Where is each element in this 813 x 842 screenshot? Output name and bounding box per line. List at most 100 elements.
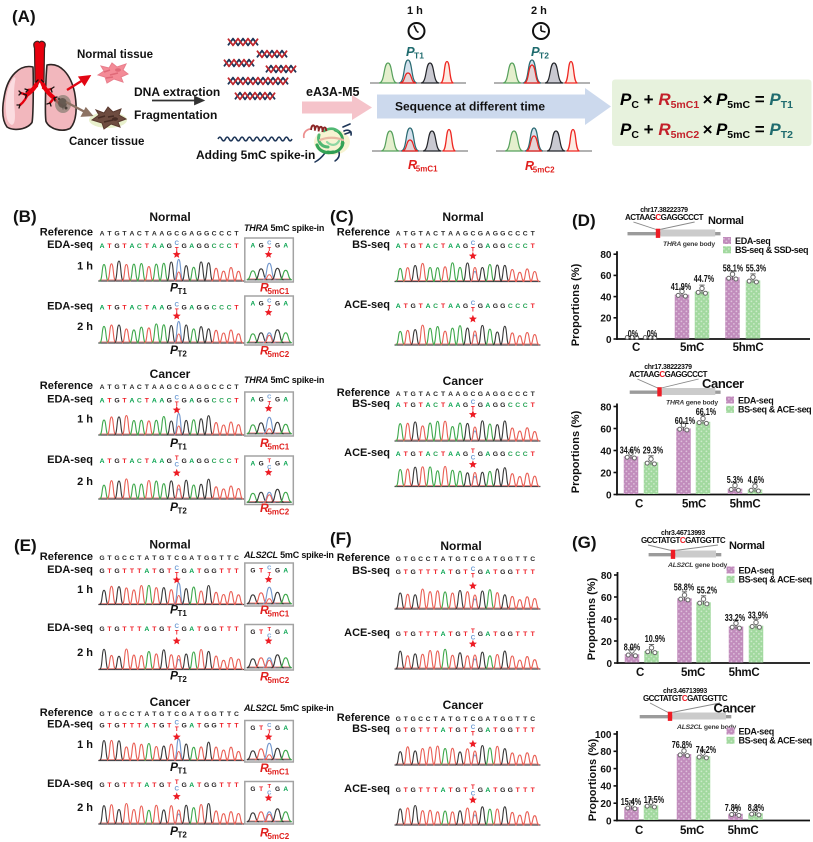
- svg-text:T: T: [145, 458, 150, 465]
- svg-text:G: G: [182, 384, 187, 391]
- svg-text:Fragmentation: Fragmentation: [134, 108, 217, 122]
- svg-text:T: T: [167, 568, 172, 575]
- svg-text:C: C: [470, 391, 475, 398]
- svg-text:EDA-seq: EDA-seq: [47, 239, 93, 251]
- svg-text:T: T: [175, 571, 179, 578]
- svg-text:A: A: [129, 305, 134, 312]
- svg-text:A: A: [144, 723, 149, 730]
- svg-text:T: T: [471, 246, 475, 253]
- svg-text:G: G: [478, 631, 483, 638]
- svg-text:BS-seq & ACE-seq: BS-seq & ACE-seq: [738, 405, 811, 415]
- svg-text:C: C: [267, 241, 272, 247]
- svg-text:G: G: [204, 231, 209, 238]
- svg-text:R: R: [260, 603, 269, 617]
- svg-text:40: 40: [600, 782, 612, 793]
- svg-text:C: C: [219, 243, 224, 250]
- svg-text:G: G: [114, 243, 119, 250]
- svg-text:G: G: [114, 711, 119, 718]
- svg-text:BS-seq: BS-seq: [352, 723, 390, 735]
- svg-text:C: C: [635, 499, 643, 511]
- svg-text:G: G: [211, 568, 216, 575]
- svg-text:T: T: [137, 555, 142, 562]
- svg-text:(D): (D): [572, 211, 596, 230]
- svg-text:THRA 5mC spike-in: THRA 5mC spike-in: [244, 223, 324, 233]
- svg-text:T: T: [130, 568, 135, 575]
- svg-text:100: 100: [595, 730, 612, 741]
- svg-text:ACE-seq: ACE-seq: [344, 783, 390, 795]
- svg-text:Sequence at different time: Sequence at different time: [395, 100, 545, 114]
- svg-text:eA3A-M5: eA3A-M5: [306, 85, 360, 99]
- svg-text:EDA-seq: EDA-seq: [47, 719, 93, 731]
- svg-text:66.1%: 66.1%: [696, 406, 717, 417]
- svg-text:G: G: [508, 787, 513, 794]
- svg-text:5hmC: 5hmC: [730, 499, 761, 511]
- svg-text:C: C: [471, 454, 476, 461]
- svg-text:T: T: [267, 401, 271, 407]
- svg-text:G: G: [99, 568, 104, 575]
- svg-text:G: G: [411, 569, 416, 576]
- svg-text:C: C: [175, 719, 180, 726]
- svg-text:T: T: [531, 231, 536, 238]
- svg-text:A: A: [456, 402, 461, 409]
- svg-text:5mC1: 5mC1: [416, 165, 438, 174]
- svg-text:C: C: [175, 461, 180, 468]
- svg-text:33.2%: 33.2%: [725, 612, 746, 623]
- svg-text:T: T: [167, 711, 172, 718]
- svg-text:(B): (B): [13, 207, 37, 226]
- svg-text:A: A: [426, 231, 431, 238]
- svg-text:G: G: [114, 384, 119, 391]
- svg-text:T: T: [130, 782, 135, 789]
- svg-text:G: G: [411, 451, 416, 458]
- svg-text:G: G: [275, 461, 280, 468]
- svg-text:T: T: [145, 305, 150, 312]
- svg-text:60: 60: [601, 593, 613, 604]
- svg-text:A: A: [100, 305, 105, 312]
- svg-text:33.9%: 33.9%: [748, 609, 769, 620]
- svg-text:G: G: [211, 711, 216, 718]
- svg-text:T: T: [516, 631, 521, 638]
- svg-text:T: T: [219, 626, 224, 633]
- svg-text:A: A: [426, 391, 431, 398]
- svg-text:5mC: 5mC: [681, 667, 705, 679]
- svg-text:G: G: [455, 631, 460, 638]
- svg-text:G: G: [493, 231, 498, 238]
- svg-text:C: C: [234, 711, 239, 718]
- svg-text:G: G: [99, 555, 104, 562]
- svg-text:Reference: Reference: [337, 552, 390, 564]
- svg-text:A: A: [485, 716, 490, 723]
- svg-text:T: T: [267, 730, 271, 736]
- svg-text:T: T: [493, 556, 498, 563]
- svg-text:80: 80: [600, 402, 612, 413]
- svg-text:C: C: [137, 243, 142, 250]
- svg-text:EDA-seq: EDA-seq: [47, 394, 93, 406]
- svg-text:0: 0: [606, 335, 612, 346]
- svg-text:T: T: [130, 626, 135, 633]
- svg-text:T: T: [122, 723, 127, 730]
- svg-text:chr17.38222379: chr17.38222379: [644, 364, 692, 371]
- svg-text:T: T: [167, 782, 172, 789]
- svg-text:G: G: [167, 458, 172, 465]
- svg-text:T: T: [434, 787, 439, 794]
- svg-text:G: G: [478, 569, 483, 576]
- svg-text:T: T: [531, 631, 536, 638]
- svg-text:T: T: [107, 243, 112, 250]
- svg-text:Proportions (%): Proportions (%): [587, 738, 599, 821]
- svg-text:T: T: [531, 391, 536, 398]
- svg-text:Normal tissue: Normal tissue: [77, 49, 153, 61]
- svg-text:T: T: [107, 231, 112, 238]
- svg-text:(A): (A): [12, 7, 36, 26]
- svg-text:G: G: [478, 727, 483, 734]
- svg-text:7.8%: 7.8%: [725, 802, 742, 813]
- svg-text:A: A: [159, 398, 164, 405]
- svg-text:T: T: [448, 787, 453, 794]
- svg-text:A: A: [144, 782, 149, 789]
- svg-text:T: T: [234, 384, 239, 391]
- svg-text:G: G: [167, 384, 172, 391]
- svg-text:Normal: Normal: [149, 210, 190, 224]
- svg-text:G: G: [259, 301, 264, 308]
- svg-text:C: C: [174, 711, 179, 718]
- svg-text:A: A: [129, 398, 134, 405]
- svg-text:G: G: [159, 782, 164, 789]
- svg-text:A: A: [189, 458, 194, 465]
- svg-text:G: G: [182, 568, 187, 575]
